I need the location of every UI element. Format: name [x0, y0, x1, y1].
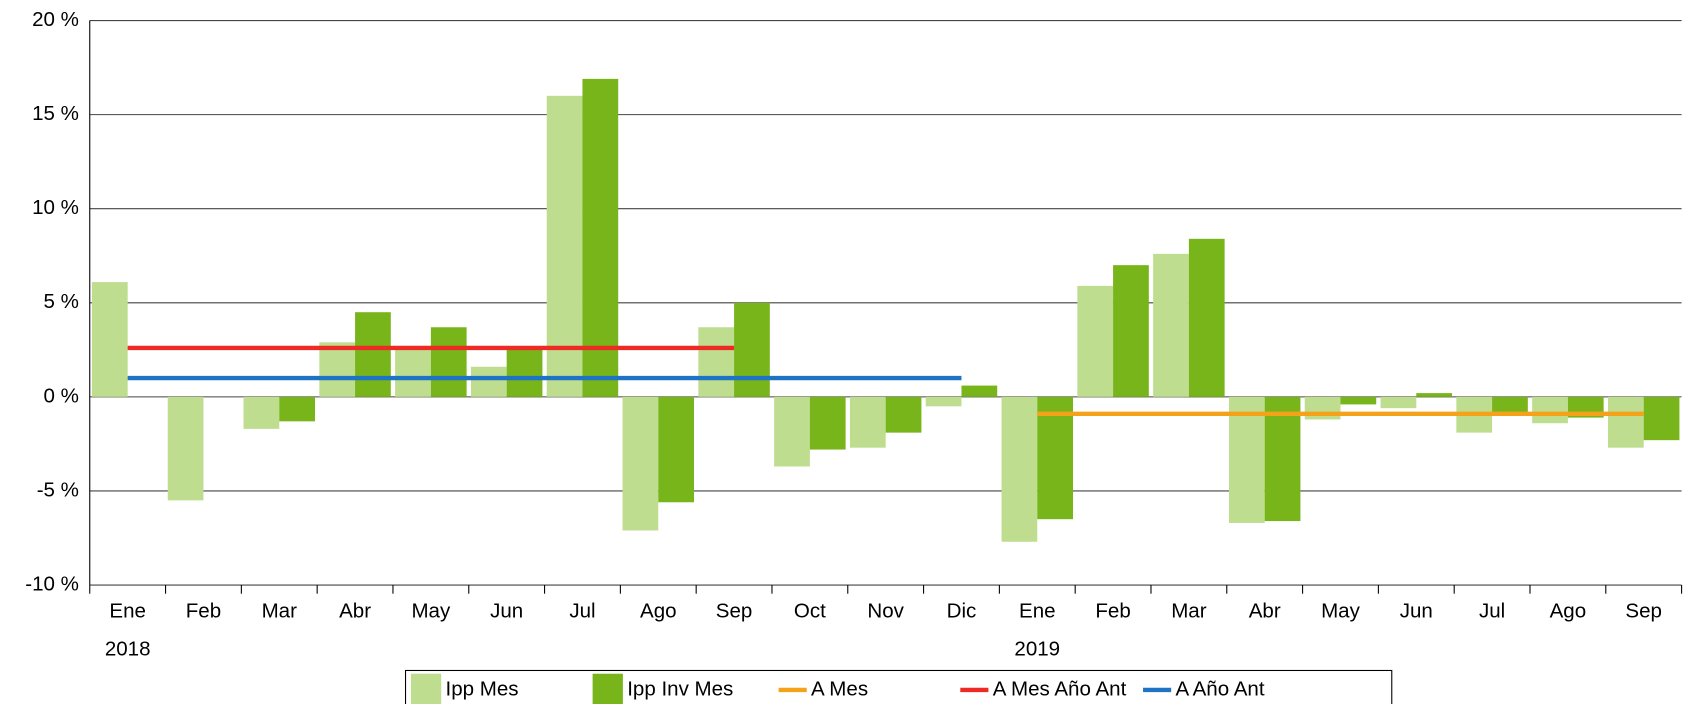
bar: [470, 366, 507, 397]
bar: [91, 282, 128, 397]
bar: [506, 347, 543, 397]
x-tick-label: Abr: [339, 600, 371, 623]
bar: [1304, 396, 1341, 420]
bar: [734, 302, 770, 397]
bar: [925, 396, 962, 407]
x-tick-label: Abr: [1249, 600, 1281, 623]
bar: [546, 95, 583, 397]
x-tick-label: Jul: [1479, 600, 1505, 623]
bar: [1643, 396, 1680, 441]
x-tick-label: Dic: [947, 600, 977, 623]
y-tick-label: 10 %: [32, 196, 79, 219]
x-tick-label: Ago: [640, 600, 677, 623]
bar: [1532, 396, 1568, 424]
bar: [1037, 396, 1074, 520]
bar: [395, 347, 431, 397]
y-tick-label: -5 %: [37, 478, 79, 501]
x-tick-label: Mar: [1171, 600, 1207, 623]
bar: [1113, 265, 1149, 397]
bar: [1607, 396, 1644, 448]
bar: [167, 396, 204, 501]
bar: [355, 312, 391, 397]
y-tick-label: -10 %: [25, 572, 79, 595]
x-tick-label: Jun: [490, 600, 523, 623]
bar: [279, 396, 315, 422]
bar: [1188, 238, 1225, 397]
bar: [1340, 396, 1377, 405]
bar: [1153, 253, 1189, 397]
bar: [319, 342, 356, 397]
bar: [1416, 393, 1453, 397]
bar: [809, 396, 846, 450]
bar: [1001, 396, 1038, 542]
x-tick-label: Ene: [1019, 600, 1056, 623]
x-tick-label: Mar: [262, 600, 298, 623]
bar: [698, 327, 735, 397]
bar: [658, 396, 695, 503]
legend-label: A Mes: [811, 677, 868, 700]
bar: [1264, 396, 1301, 522]
y-tick-label: 15 %: [32, 102, 79, 125]
bar: [243, 396, 280, 429]
x-tick-label: Jun: [1400, 600, 1433, 623]
bar: [430, 327, 467, 397]
legend-label: Ipp Inv Mes: [627, 677, 733, 700]
legend-swatch: [592, 673, 623, 704]
legend-swatch: [410, 673, 442, 704]
bar: [849, 396, 886, 448]
bar: [1228, 396, 1265, 523]
bar: [774, 396, 810, 467]
x-tick-label: Ago: [1550, 600, 1587, 623]
x-tick-label: May: [1321, 600, 1361, 623]
x-tick-label: Oct: [794, 600, 826, 623]
x-tick-label: Sep: [716, 600, 753, 623]
y-tick-label: 20 %: [32, 8, 79, 31]
year-label: 2018: [105, 637, 151, 660]
bar: [1380, 396, 1417, 409]
bar: [1492, 396, 1528, 412]
y-tick-label: 0 %: [44, 384, 79, 407]
legend-label: A Mes Año Ant: [993, 677, 1127, 700]
bar: [885, 396, 922, 433]
bar: [582, 78, 619, 397]
bar: [1077, 285, 1114, 397]
x-tick-label: Ene: [109, 600, 146, 623]
x-tick-label: May: [411, 600, 451, 623]
legend-box: [404, 669, 1393, 704]
x-tick-label: Sep: [1625, 600, 1662, 623]
x-tick-label: Feb: [186, 600, 221, 623]
bar: [622, 396, 659, 531]
x-tick-label: Feb: [1095, 600, 1130, 623]
year-label: 2019: [1014, 637, 1060, 660]
legend-label: Ipp Mes: [446, 677, 519, 700]
legend-label: A Año Ant: [1175, 677, 1264, 700]
x-tick-label: Jul: [569, 600, 595, 623]
bar: [961, 385, 998, 397]
x-tick-label: Nov: [867, 600, 904, 623]
y-tick-label: 5 %: [44, 290, 79, 313]
